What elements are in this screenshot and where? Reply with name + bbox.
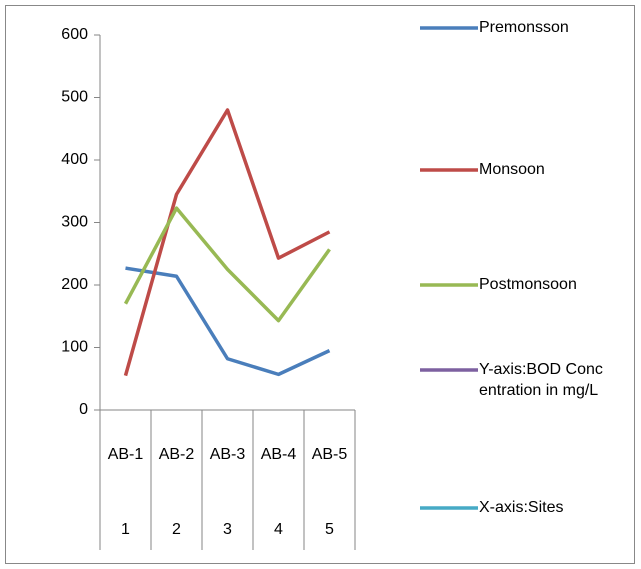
x-group-label: 3 bbox=[223, 521, 232, 538]
legend-label: X-axis:Sites bbox=[479, 499, 564, 516]
y-tick-label: 600 bbox=[61, 26, 88, 43]
legend-label: Premonsson bbox=[479, 19, 569, 36]
x-tick-label: AB-1 bbox=[108, 446, 144, 463]
x-tick-label: AB-3 bbox=[210, 446, 246, 463]
y-tick-label: 400 bbox=[61, 151, 88, 168]
chart-border bbox=[5, 5, 635, 564]
legend-label: Y-axis:BOD Concentration in mg/L bbox=[479, 361, 603, 399]
x-group-label: 1 bbox=[121, 521, 130, 538]
legend-label: Monsoon bbox=[479, 161, 545, 178]
x-group-label: 4 bbox=[274, 521, 283, 538]
y-tick-label: 300 bbox=[61, 214, 88, 231]
x-tick-label: AB-2 bbox=[159, 446, 195, 463]
x-tick-label: AB-5 bbox=[312, 446, 348, 463]
y-tick-label: 100 bbox=[61, 339, 88, 356]
series-line bbox=[123, 108, 331, 377]
y-tick-label: 0 bbox=[79, 401, 88, 418]
y-tick-label: 500 bbox=[61, 89, 88, 106]
x-group-label: 5 bbox=[325, 521, 334, 538]
series-line bbox=[125, 266, 331, 377]
series-line bbox=[123, 206, 331, 323]
y-tick-label: 200 bbox=[61, 276, 88, 293]
x-group-label: 2 bbox=[172, 521, 181, 538]
legend-label: Postmonsoon bbox=[479, 276, 577, 293]
x-tick-label: AB-4 bbox=[261, 446, 297, 463]
